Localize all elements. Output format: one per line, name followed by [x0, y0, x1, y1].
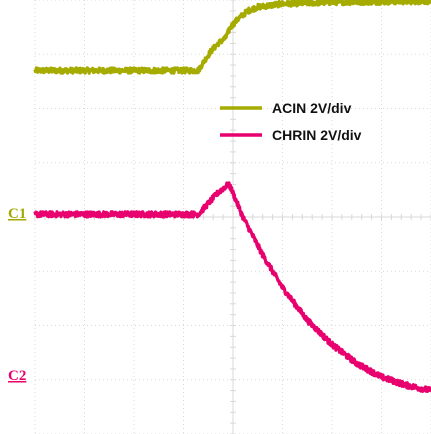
legend-label-1: ACIN 2V/div	[272, 100, 352, 116]
channel-markers: C1 C2	[8, 206, 26, 384]
series-line-1	[33, 0, 431, 75]
legend: ACIN 2V/div CHRIN 2V/div	[220, 100, 362, 143]
traces	[33, 0, 431, 394]
legend-label-2: CHRIN 2V/div	[272, 127, 362, 143]
channel-marker-c1: C1	[8, 206, 26, 222]
channel-marker-c2: C2	[8, 368, 26, 384]
series-line-2	[33, 181, 431, 394]
